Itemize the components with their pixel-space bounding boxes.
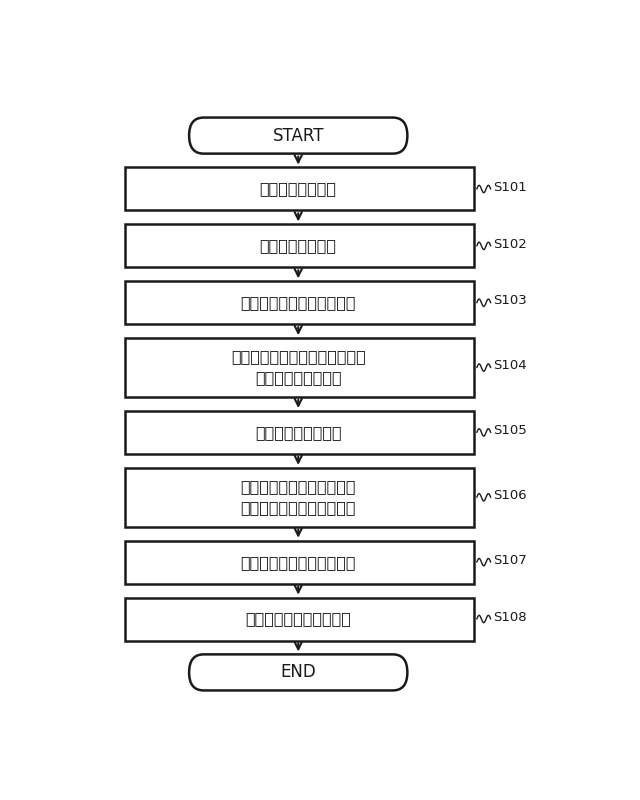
Text: 陽極端子を形成するとともに、
補強リブを形成する: 陽極端子を形成するとともに、 補強リブを形成する [231,350,365,386]
Bar [125,224,474,267]
Text: S105: S105 [493,424,527,437]
Text: 所定の大きさに切断する: 所定の大きさに切断する [245,611,351,626]
Text: S107: S107 [493,554,527,566]
Text: S106: S106 [493,489,527,502]
Text: START: START [273,126,324,145]
Text: S108: S108 [493,610,527,624]
Text: 陽極端子および陰極端子と
コンデンサ素子を接続する: 陽極端子および陰極端子と コンデンサ素子を接続する [241,479,356,515]
FancyBboxPatch shape [189,118,408,154]
Bar [125,541,474,584]
Text: S103: S103 [493,294,527,307]
Text: 陰極端子を形成する: 陰極端子を形成する [255,425,342,440]
Bar [125,468,474,526]
Bar [125,167,474,210]
Bar [125,282,474,324]
Text: コンデンサ素子を形成する: コンデンサ素子を形成する [241,295,356,310]
Text: S102: S102 [493,238,527,250]
Bar [125,338,474,397]
Text: 陽極体を焼結する: 陽極体を焼結する [260,238,337,254]
Text: END: END [280,663,316,682]
Text: S101: S101 [493,181,527,194]
FancyBboxPatch shape [189,654,408,690]
Text: 陽極体を形成する: 陽極体を形成する [260,182,337,197]
Text: コンデンサ素子を封止する: コンデンサ素子を封止する [241,554,356,570]
Bar [125,598,474,641]
Bar [125,411,474,454]
Text: S104: S104 [493,359,527,372]
